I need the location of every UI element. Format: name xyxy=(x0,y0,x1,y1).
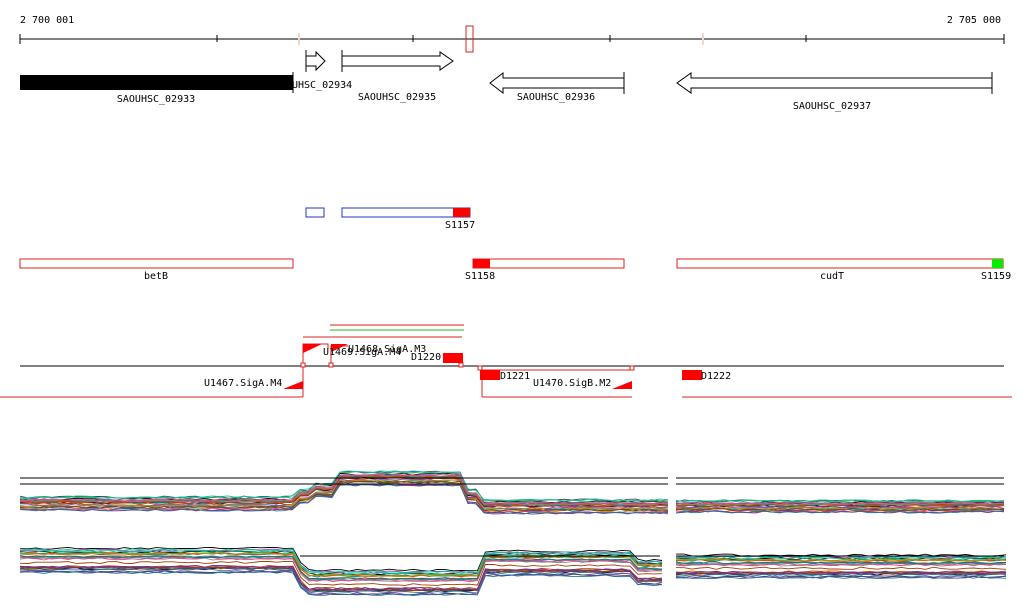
ruler-start-label: 2 700 001 xyxy=(20,15,74,26)
promoter-flag-icon[interactable] xyxy=(331,344,348,352)
expression-line xyxy=(675,563,1007,567)
segment-label: S1158 xyxy=(465,271,495,282)
segment-label: S1159 xyxy=(981,271,1011,282)
genes-track: SAOUHSC_02933 UHSC_02934 SAOUHSC_02935 S… xyxy=(20,50,993,112)
segment-box[interactable] xyxy=(305,207,325,218)
expression-line xyxy=(19,565,663,591)
annotation-betB[interactable] xyxy=(19,258,294,269)
gene-SAOUHSC_02937-arrow[interactable] xyxy=(676,72,993,94)
regulation-track: U1467.SigA.M4 U1468.SigA.M3 U1469.SigA.M… xyxy=(0,324,1012,398)
expression-line xyxy=(675,571,1007,575)
ruler-ticks xyxy=(19,34,1005,44)
promoter-bracket-node xyxy=(458,362,464,368)
expression-line xyxy=(675,503,1005,507)
annotation-label: betB xyxy=(144,271,168,282)
promoter-label: U1467.SigA.M4 xyxy=(204,378,282,389)
expression-line xyxy=(675,510,1004,514)
gene-SAOUHSC_02933[interactable] xyxy=(20,75,293,90)
segment-box[interactable] xyxy=(341,207,471,218)
promoter-bracket-node xyxy=(477,365,483,371)
annotation-label: cudT xyxy=(820,271,844,282)
expression-line xyxy=(19,555,663,581)
segment-S1157-mark[interactable] xyxy=(453,208,470,217)
expression-line xyxy=(19,473,669,505)
expression-line xyxy=(19,546,663,572)
segments-track: S1157 xyxy=(305,207,475,231)
expression-line xyxy=(19,470,669,502)
expression-line xyxy=(675,506,1005,510)
expression-line xyxy=(675,576,1007,580)
annotation-box[interactable] xyxy=(472,258,625,269)
expression-line xyxy=(675,508,1005,512)
expression-line xyxy=(675,570,1007,574)
promoter-bracket-node xyxy=(300,362,306,368)
panel-gap xyxy=(44,470,50,520)
terminator-label: D1220 xyxy=(411,352,441,363)
annotation-track: betB S1158 cudT S1159 xyxy=(19,258,1011,282)
promoter-flag-icon[interactable] xyxy=(612,381,632,389)
expression-line xyxy=(19,560,663,586)
gene-label: UHSC_02934 xyxy=(292,80,352,91)
ruler-viewport-marker[interactable] xyxy=(465,25,474,53)
expression-line xyxy=(675,566,1007,570)
terminator-D1221-mark[interactable] xyxy=(480,370,500,380)
expression-line xyxy=(19,565,663,591)
ruler-faint-marker xyxy=(298,33,300,45)
gene-label: SAOUHSC_02937 xyxy=(793,101,871,112)
expression-line xyxy=(675,506,1005,510)
terminator-D1220-mark[interactable] xyxy=(443,353,463,363)
ruler-end-label: 2 705 000 xyxy=(947,15,1001,26)
gene-label: SAOUHSC_02936 xyxy=(517,92,595,103)
gene-UHSC_02934-arrow[interactable] xyxy=(305,50,326,72)
expression-line xyxy=(19,568,663,594)
coordinate-ruler: 2 700 001 2 705 000 xyxy=(19,15,1005,53)
expression-line xyxy=(19,483,669,515)
expression-line xyxy=(675,499,1005,503)
expression-line xyxy=(19,548,663,574)
promoter-label: U1470.SigB.M2 xyxy=(533,378,611,389)
segment-S1158-mark[interactable] xyxy=(473,259,490,268)
promoter-flag-icon[interactable] xyxy=(283,381,303,389)
promoter-bracket-node xyxy=(328,362,334,368)
expression-panel-lower xyxy=(19,546,1007,596)
expression-line xyxy=(675,556,1007,560)
promoter-bracket-node xyxy=(629,365,635,371)
expression-line xyxy=(19,480,669,512)
annotation-cudT[interactable] xyxy=(676,258,1004,269)
expression-line xyxy=(19,571,663,596)
promoter-label: U1469.SigA.M4 xyxy=(323,347,401,358)
terminator-D1222-mark[interactable] xyxy=(682,370,702,380)
expression-line xyxy=(675,575,1007,579)
ruler-faint-marker xyxy=(702,33,704,45)
expression-line xyxy=(19,552,663,577)
gene-SAOUHSC_02936-arrow[interactable] xyxy=(489,71,625,95)
expression-line xyxy=(19,548,663,574)
expression-panel-upper xyxy=(19,470,1005,520)
gene-label: SAOUHSC_02935 xyxy=(358,92,436,103)
gene-label: SAOUHSC_02933 xyxy=(117,94,195,105)
promoter-flag-icon[interactable] xyxy=(303,344,322,353)
expression-line xyxy=(19,557,663,582)
segment-S1159-mark[interactable] xyxy=(992,259,1003,268)
gene-SAOUHSC_02935-arrow[interactable] xyxy=(341,51,454,71)
segment-label: S1157 xyxy=(445,220,475,231)
expression-line xyxy=(675,501,1005,505)
promoter-label: U1468.SigA.M3 xyxy=(348,344,426,355)
terminator-label: D1221 xyxy=(500,371,530,382)
expression-line xyxy=(675,558,1007,562)
expression-line xyxy=(19,570,663,596)
expression-line xyxy=(675,561,1007,565)
terminator-label: D1222 xyxy=(701,371,731,382)
